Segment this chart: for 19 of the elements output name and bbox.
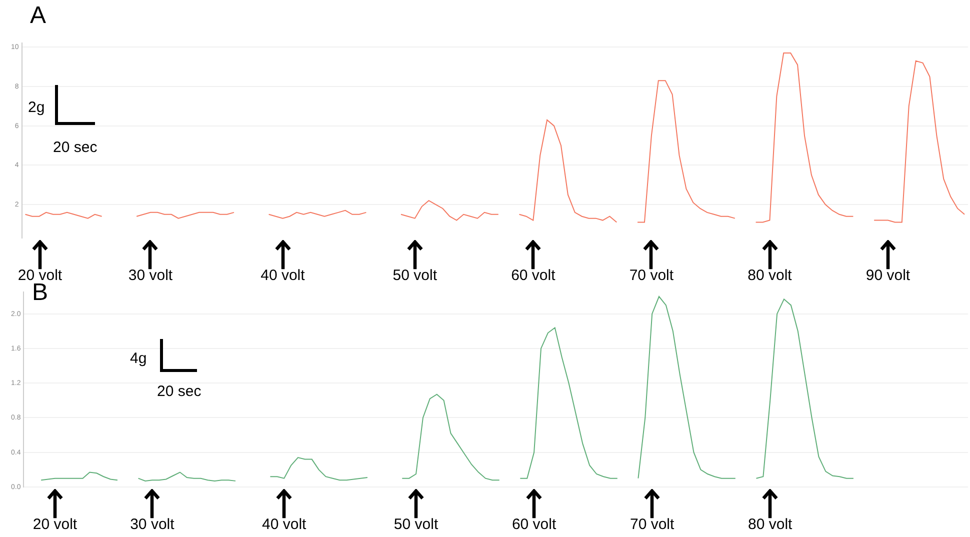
text: 80 volt [748, 267, 793, 284]
text: 70 volt [630, 516, 676, 534]
annotation: 2g [28, 99, 45, 116]
annotation: 20 sec [53, 139, 98, 156]
text: 70 volt [629, 267, 674, 284]
text: 50 volt [392, 267, 438, 284]
text: 30 volt [130, 516, 176, 534]
text: 40 volt [260, 267, 306, 284]
text: 90 volt [866, 267, 911, 284]
text: 40 volt [262, 516, 308, 534]
annotation: 4g [130, 350, 147, 368]
text: 30 volt [128, 267, 174, 284]
text: 20 volt [32, 516, 78, 534]
text: 60 volt [512, 516, 557, 534]
text: 60 volt [511, 267, 556, 284]
text: 80 volt [748, 516, 794, 534]
text: 50 volt [394, 516, 439, 534]
chart-title: A [30, 2, 46, 30]
annotation: 20 sec [157, 383, 202, 400]
